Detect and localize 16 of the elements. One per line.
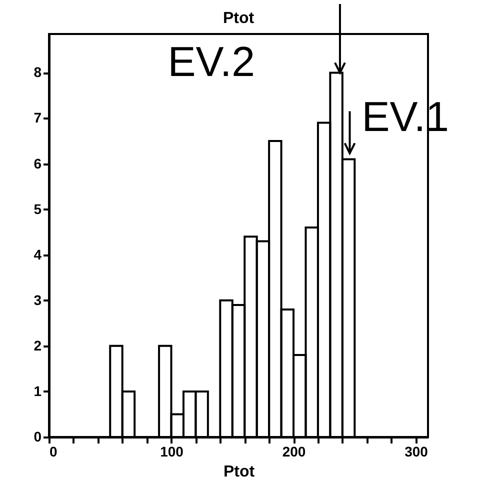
y-tick-label: 3 bbox=[34, 292, 42, 308]
x2-axis-title: Ptot bbox=[222, 10, 255, 27]
x-tick-label: 200 bbox=[282, 444, 306, 460]
y-tick-label: 1 bbox=[34, 382, 42, 399]
y-tick-label: 5 bbox=[34, 200, 42, 217]
x-tick-label: 100 bbox=[160, 444, 184, 460]
x-tick-label: 0 bbox=[50, 444, 58, 460]
annotation: EV.2 bbox=[168, 38, 255, 85]
y-tick-label: 7 bbox=[34, 110, 42, 126]
y-tick-label: 0 bbox=[34, 428, 42, 444]
y-tick-label: 8 bbox=[34, 64, 42, 80]
x-axis-title: Ptot bbox=[223, 464, 256, 480]
x-tick-label: 300 bbox=[404, 444, 428, 460]
y-tick-label: 4 bbox=[34, 246, 42, 262]
y-tick-label: 2 bbox=[34, 337, 42, 354]
y-tick-label: 6 bbox=[34, 155, 42, 172]
